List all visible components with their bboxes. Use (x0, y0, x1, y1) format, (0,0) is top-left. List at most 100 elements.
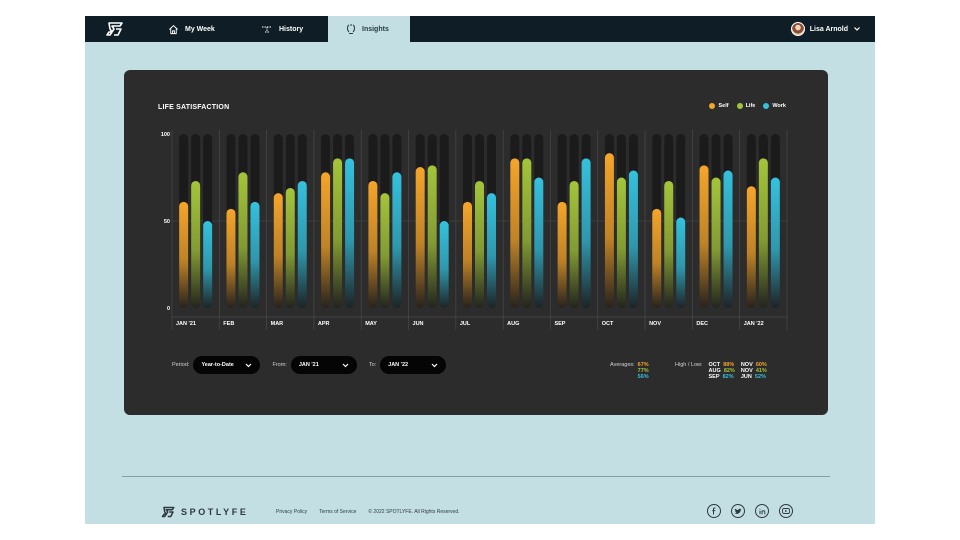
x-tick-label: JUL (460, 321, 471, 327)
low-values: NOV 60% NOV 41% JUN 52% (741, 362, 767, 380)
from-select[interactable]: JAN '21 (290, 356, 357, 374)
low-life-value: 41% (755, 368, 767, 374)
bar-work (487, 193, 496, 308)
bar-self (510, 158, 520, 308)
averages-label: Averages: (610, 362, 635, 368)
x-tick-label: MAY (365, 321, 377, 327)
bar-life (616, 177, 626, 308)
low-self: NOV 60% (741, 362, 767, 368)
chevron-down-icon (854, 27, 860, 31)
to-select[interactable]: JAN '22 (380, 356, 447, 374)
legend-label-self: Self (718, 103, 729, 109)
chart-title: LIFE SATISFACTION (158, 104, 230, 111)
tab-my-week-label: My Week (185, 25, 215, 33)
x-tick-label: FEB (223, 321, 234, 327)
copyright-text: © 2022 SPOTLYFE. All Rights Reserved. (368, 509, 460, 515)
spotlyfe-logo-icon (161, 506, 175, 518)
facebook-icon (712, 507, 716, 515)
bar-self (604, 153, 614, 308)
avatar (790, 22, 805, 36)
x-tick-label: JUN (413, 321, 424, 327)
high-life-value: 82% (723, 368, 735, 374)
home-icon (169, 24, 178, 34)
footer-links: Privacy Policy Terms of Service © 2022 S… (276, 509, 460, 515)
x-tick-label: MAR (271, 321, 284, 327)
average-life: 77% (637, 368, 649, 374)
bar-self (368, 180, 378, 308)
tab-my-week[interactable]: My Week (168, 16, 215, 42)
bar-work (770, 177, 780, 308)
bar-work (723, 170, 733, 308)
legend-dot-work (763, 103, 770, 109)
x-tick-label: OCT (602, 321, 614, 327)
x-tick-label: JAN '21 (176, 321, 196, 327)
bar-self (179, 201, 189, 308)
x-tick-label: SEP (554, 321, 565, 327)
bar-life (711, 177, 721, 308)
tab-history-label: History (279, 25, 304, 33)
high-values: OCT 88% AUG 82% SEP 82% (709, 362, 735, 380)
bar-self (699, 165, 709, 308)
bar-self (321, 172, 331, 308)
period-select[interactable]: Year-to-Date (193, 356, 261, 374)
chevron-down-icon (246, 363, 252, 367)
insights-icon (347, 23, 355, 34)
low-work-month: JUN (740, 374, 752, 380)
average-work: 56% (637, 374, 649, 380)
x-tick-label: APR (318, 321, 330, 327)
bar-life (664, 180, 674, 308)
footer-brand[interactable]: SPOTLYFE (161, 506, 248, 518)
y-tick-label: 50 (164, 219, 170, 225)
bar-work (628, 170, 638, 308)
chevron-down-icon (342, 363, 349, 367)
linkedin-icon (759, 508, 765, 514)
legend-dot-self (709, 103, 716, 109)
terms-of-service-link[interactable]: Terms of Service (319, 509, 357, 515)
period-label: Period: (172, 362, 190, 368)
high-work: SEP 82% (709, 374, 735, 380)
linkedin-link[interactable] (755, 504, 769, 518)
bar-self (226, 208, 236, 308)
bar-life (238, 172, 248, 308)
legend-dot-life (736, 103, 743, 109)
bar-work (345, 158, 355, 308)
high-self-month: OCT (708, 362, 721, 368)
high-work-value: 82% (722, 374, 734, 380)
bar-life (475, 180, 484, 308)
low-self-month: NOV (740, 362, 753, 368)
low-work-value: 52% (754, 374, 766, 380)
bar-life (333, 158, 343, 308)
facebook-link[interactable] (707, 504, 721, 518)
footer-divider (122, 476, 830, 477)
twitter-link[interactable] (731, 504, 745, 518)
life-satisfaction-card: LIFE SATISFACTION Self Life Work 100 50 0 J… (124, 70, 828, 415)
period-select-value: Year-to-Date (201, 362, 234, 368)
bar-work (534, 177, 544, 308)
legend-item-self: Self (709, 103, 729, 109)
x-tick-label: JAN '22 (744, 321, 764, 327)
social-links (707, 504, 793, 518)
bar-self (652, 208, 662, 308)
bar-self (746, 186, 756, 308)
tab-insights[interactable]: Insights (328, 16, 410, 42)
user-menu[interactable]: Lisa Arnold (790, 16, 861, 42)
bar-work (581, 158, 591, 308)
from-select-value: JAN '21 (298, 362, 319, 368)
legend-item-life: Life (736, 103, 755, 109)
bar-work (297, 180, 307, 308)
bar-life (285, 187, 295, 308)
low-self-value: 60% (755, 362, 767, 368)
high-work-month: SEP (708, 374, 720, 380)
tab-history[interactable]: History (261, 16, 303, 42)
top-navigation: My Week History Insights Lisa Arnold (85, 16, 875, 42)
spotlyfe-logo-icon[interactable] (105, 21, 125, 37)
privacy-policy-link[interactable]: Privacy Policy (276, 509, 308, 515)
average-self: 67% (637, 362, 649, 368)
life-satisfaction-chart: 100 50 0 JAN '21 FEB MAR APR MAY JUN JUL AUG SEP OCT… (161, 130, 788, 330)
youtube-link[interactable] (779, 504, 793, 518)
chart-legend: Self Life Work (709, 103, 786, 109)
youtube-icon (782, 508, 790, 514)
to-select-value: JAN '22 (388, 362, 409, 368)
bar-work (392, 172, 402, 308)
averages-block: Averages: 67% 77% 56% (610, 362, 649, 380)
